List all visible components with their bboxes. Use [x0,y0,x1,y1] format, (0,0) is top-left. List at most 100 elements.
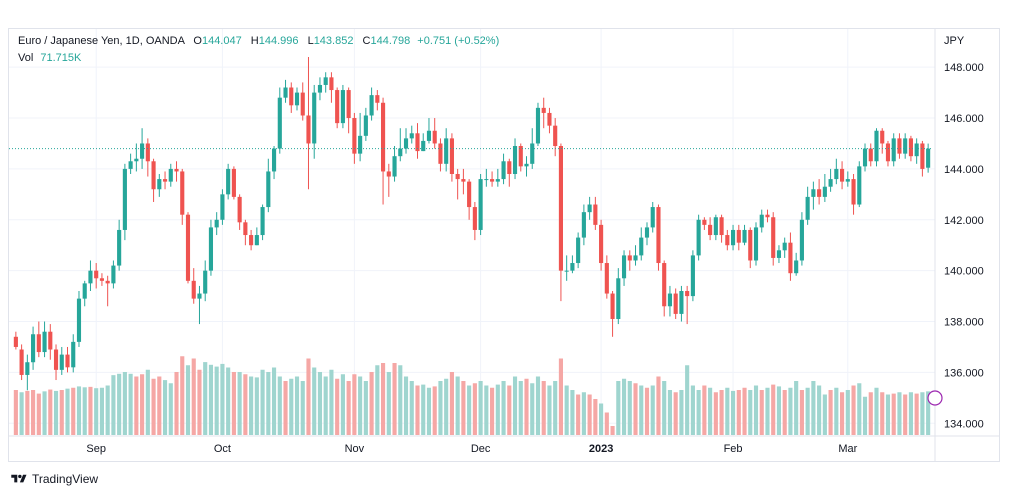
volume-bar [679,390,684,435]
low-value: 143.852 [313,35,354,47]
volume-bar [788,387,793,435]
volume-bar [891,393,896,435]
candle-body [312,92,317,144]
candle-body [587,204,592,213]
candle-body [558,146,563,271]
candle-body [128,161,133,169]
close-key: C [362,35,371,47]
candle-body [25,362,30,375]
volume-bar [621,378,627,435]
candle-body [679,291,684,314]
footer-branding[interactable]: TradingView [10,472,98,486]
volume-bar [794,381,799,435]
volume-bar [748,390,753,435]
candle-body [48,331,53,350]
volume-bar [501,381,506,435]
volume-bar [25,390,30,435]
volume-bar [920,392,925,435]
candle-body [472,207,477,230]
volume-bar [828,390,833,435]
candle-body [19,349,24,375]
volume-bar [438,381,443,435]
volume-bar [363,381,368,435]
candle-body [117,229,122,266]
candle-body [82,283,87,299]
candle-body [31,334,36,363]
open-key: O [193,35,202,47]
volume-bar [776,386,782,435]
candle-body [151,161,156,190]
candle-body [203,270,208,294]
candle-body [834,168,839,180]
candle-body [639,237,644,256]
volume-bar [851,385,856,435]
candle-body [794,260,799,274]
candle-body [799,219,804,261]
volume-value: 71.715K [40,52,82,64]
candle-body [656,207,661,264]
candle-body [352,118,357,154]
x-tick-label: Feb [724,443,743,455]
volume-bar [461,381,466,435]
volume-bar [94,388,99,435]
currency-label[interactable]: JPY [944,35,965,47]
candle-body [926,148,931,168]
x-tick-label: Dec [471,443,491,455]
volume-bar [151,378,156,435]
volume-bar [495,384,500,435]
candle-body [36,334,41,353]
candle-body [822,186,827,197]
y-tick-label: 146.000 [944,113,984,125]
volume-bar [105,385,110,435]
candle-body [868,148,873,162]
candle-body [271,148,277,172]
volume-bar [799,390,804,435]
candle-body [495,179,500,182]
volume-bar [329,369,334,435]
volume-bar [88,386,93,435]
candle-body [381,102,386,172]
candle-body [765,214,770,218]
candle-body [478,179,483,230]
candle-body [696,219,701,256]
volume-bar [13,390,18,435]
candle-body [409,133,414,139]
candle-body [220,194,225,220]
open-value: 144.047 [201,35,242,47]
volume-key[interactable]: Vol [18,52,34,64]
candle-body [593,204,598,225]
volume-bar [168,383,173,435]
volume-bar [111,375,116,435]
candle-body [180,171,185,215]
candle-body [42,331,47,353]
candle-body [111,265,116,284]
volume-bar [214,366,219,435]
volume-bar [220,363,225,435]
candle-body [122,168,127,230]
volume-bar [340,374,345,435]
candle-body [226,168,231,195]
candle-body [358,135,363,154]
symbol-label[interactable]: Euro / Japanese Yen, 1D, OANDA [18,35,185,47]
volume-bar [65,388,70,435]
volume-bar [530,383,535,435]
volume-bar [254,377,259,435]
candle-layer [13,56,931,391]
volume-bar [381,363,386,435]
candle-body [782,242,787,251]
volume-bar [696,390,701,435]
candle-body [518,146,523,167]
volume-layer [13,356,931,435]
volume-bar [386,372,391,435]
candle-body [788,242,793,274]
volume-bar [237,372,242,435]
volume-bar [564,385,569,435]
replay-marker-icon[interactable] [927,390,943,406]
x-tick-label: Mar [838,443,857,455]
volume-bar [122,372,127,435]
volume-bar [765,387,770,435]
candle-body [185,214,191,281]
candle-body [857,166,862,205]
volume-bar [231,372,236,435]
